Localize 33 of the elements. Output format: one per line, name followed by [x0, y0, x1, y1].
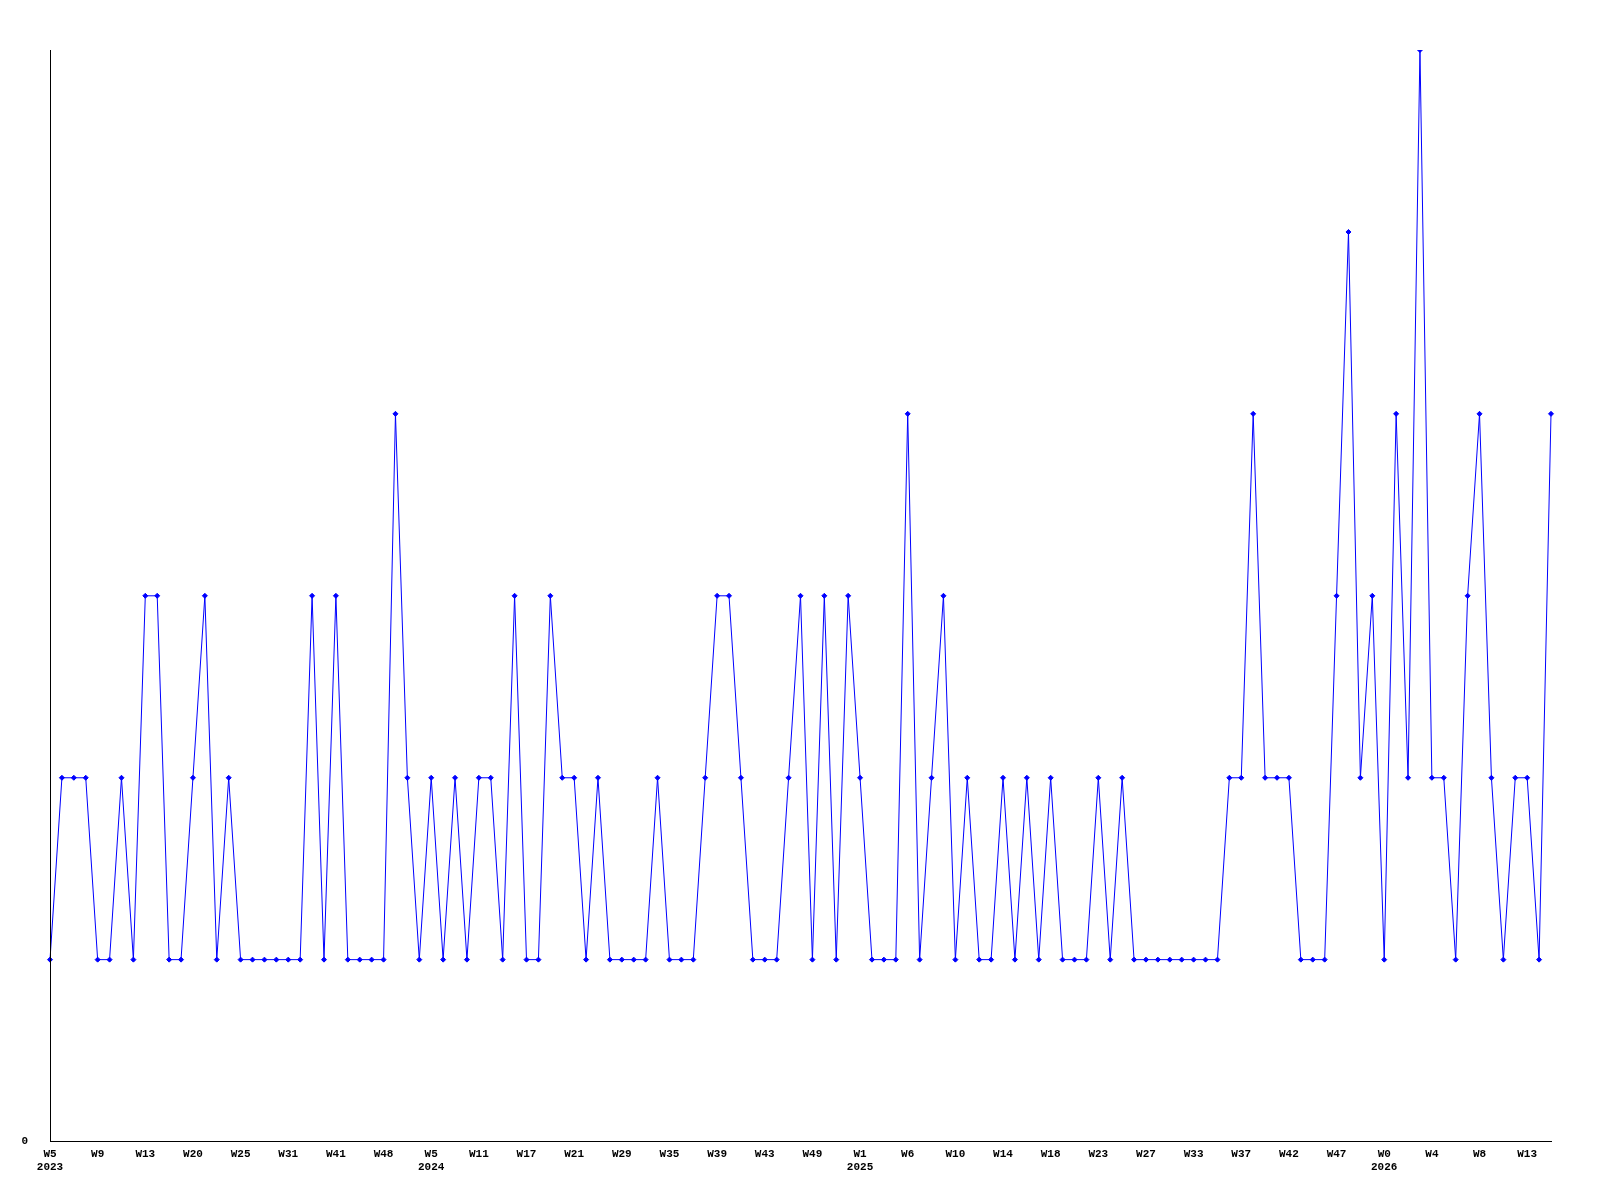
x-tick-label: W13	[1517, 1147, 1538, 1160]
x-tick-label: W13	[135, 1147, 156, 1160]
x-tick-label: W23	[1088, 1147, 1109, 1160]
x-tick-label: W29	[611, 1147, 632, 1160]
text: 0	[21, 1135, 28, 1148]
x-tick-label: W14	[993, 1147, 1014, 1160]
x-tick-label: W25	[230, 1147, 251, 1160]
x-tick-label: W42	[1279, 1147, 1299, 1160]
x-tick-label: W27	[1136, 1147, 1156, 1160]
x-tick-label: W5 2023	[36, 1147, 64, 1174]
x-tick-label: W35	[659, 1147, 680, 1160]
x-tick-label: W20	[183, 1147, 203, 1160]
x-tick-label: W48	[373, 1147, 394, 1160]
x-tick-label: W10	[945, 1147, 966, 1160]
x-tick-label: W5 2024	[418, 1147, 445, 1174]
x-tick-label: W11	[468, 1147, 490, 1160]
x-tick-label: W39	[707, 1147, 728, 1160]
x-tick-label: W41	[326, 1147, 347, 1160]
x-tick-label: W6	[901, 1147, 915, 1160]
x-tick-label: W4	[1425, 1147, 1439, 1160]
x-tick-label: W43	[754, 1147, 776, 1160]
x-tick-label: W47	[1326, 1147, 1347, 1160]
x-tick-label: W49	[802, 1147, 823, 1160]
x-tick-label: W21	[564, 1147, 585, 1160]
x-tick-label: W8	[1472, 1147, 1487, 1160]
x-tick-label: W17	[516, 1147, 537, 1160]
x-tick-label: W37	[1231, 1147, 1252, 1160]
x-tick-label: W9	[91, 1147, 105, 1160]
x-tick-label: W1 2025	[846, 1147, 874, 1174]
x-tick-label: W0 2026	[1371, 1147, 1398, 1174]
x-tick-label: W18	[1040, 1147, 1061, 1160]
x-tick-label: W31	[278, 1147, 299, 1160]
x-tick-label: W33	[1183, 1147, 1204, 1160]
